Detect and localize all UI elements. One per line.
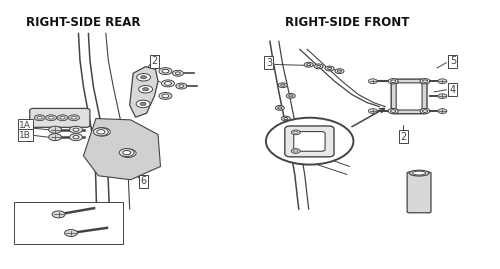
Circle shape: [422, 110, 428, 112]
Circle shape: [422, 80, 428, 83]
Text: RIGHT-SIDE REAR: RIGHT-SIDE REAR: [26, 16, 140, 29]
Circle shape: [162, 80, 174, 87]
Circle shape: [438, 79, 447, 84]
Circle shape: [46, 115, 56, 121]
Circle shape: [136, 100, 150, 108]
Circle shape: [316, 65, 320, 68]
Circle shape: [159, 68, 172, 75]
Circle shape: [162, 69, 169, 73]
Circle shape: [136, 73, 150, 81]
Circle shape: [52, 211, 65, 218]
Circle shape: [368, 79, 378, 84]
Circle shape: [420, 79, 430, 84]
Circle shape: [179, 85, 184, 87]
Circle shape: [278, 107, 282, 109]
Text: 6: 6: [140, 176, 146, 186]
Circle shape: [292, 148, 300, 153]
Circle shape: [289, 95, 293, 97]
Circle shape: [37, 116, 42, 119]
FancyBboxPatch shape: [407, 172, 431, 213]
Circle shape: [438, 94, 447, 98]
Circle shape: [119, 148, 134, 157]
Text: 4: 4: [450, 85, 456, 95]
FancyBboxPatch shape: [396, 83, 422, 110]
Polygon shape: [130, 67, 158, 117]
Circle shape: [164, 82, 172, 85]
Circle shape: [159, 93, 172, 99]
Circle shape: [94, 128, 108, 136]
Circle shape: [368, 109, 378, 114]
Circle shape: [140, 102, 146, 105]
FancyBboxPatch shape: [285, 126, 334, 157]
Circle shape: [328, 68, 332, 70]
Circle shape: [94, 128, 110, 136]
Circle shape: [420, 108, 430, 114]
Circle shape: [73, 128, 79, 131]
Circle shape: [390, 110, 396, 112]
Circle shape: [306, 64, 310, 66]
Ellipse shape: [412, 171, 426, 175]
Circle shape: [34, 115, 45, 121]
Text: 1C: 1C: [20, 207, 32, 216]
Circle shape: [176, 83, 187, 89]
Circle shape: [70, 126, 82, 133]
Circle shape: [72, 116, 76, 119]
Circle shape: [286, 94, 295, 98]
Circle shape: [162, 94, 169, 98]
Text: RIGHT-SIDE FRONT: RIGHT-SIDE FRONT: [285, 16, 409, 29]
FancyBboxPatch shape: [391, 79, 427, 114]
Circle shape: [60, 116, 65, 119]
Text: 1B: 1B: [20, 131, 31, 140]
Text: 2: 2: [152, 56, 158, 66]
Text: 1A: 1A: [20, 121, 31, 130]
Text: 1D: 1D: [20, 217, 32, 225]
Circle shape: [140, 76, 146, 79]
Circle shape: [388, 79, 398, 84]
Text: 5: 5: [450, 56, 456, 66]
Circle shape: [294, 150, 298, 152]
Ellipse shape: [409, 170, 429, 176]
Circle shape: [97, 130, 105, 134]
Circle shape: [388, 108, 398, 114]
Circle shape: [142, 88, 148, 91]
Circle shape: [124, 151, 132, 155]
Circle shape: [282, 116, 290, 121]
Circle shape: [176, 72, 180, 75]
Circle shape: [48, 116, 54, 119]
Circle shape: [338, 70, 342, 72]
Circle shape: [57, 115, 68, 121]
Circle shape: [68, 115, 80, 121]
Circle shape: [138, 86, 152, 93]
FancyBboxPatch shape: [294, 132, 325, 151]
Circle shape: [292, 130, 300, 135]
Circle shape: [122, 150, 130, 155]
Text: 3: 3: [266, 58, 272, 68]
Circle shape: [335, 69, 344, 73]
FancyBboxPatch shape: [14, 202, 123, 244]
Circle shape: [64, 229, 78, 236]
Circle shape: [390, 80, 396, 83]
Text: 2: 2: [400, 132, 406, 142]
Circle shape: [266, 118, 354, 165]
Circle shape: [172, 70, 184, 76]
Circle shape: [281, 84, 285, 86]
Circle shape: [99, 130, 106, 134]
Circle shape: [48, 126, 62, 133]
FancyBboxPatch shape: [30, 108, 90, 127]
Polygon shape: [84, 119, 160, 180]
Circle shape: [276, 105, 284, 110]
Circle shape: [294, 131, 298, 133]
Circle shape: [325, 66, 334, 71]
Circle shape: [314, 64, 323, 69]
Circle shape: [73, 136, 79, 139]
Circle shape: [48, 134, 62, 141]
Circle shape: [438, 109, 447, 114]
Circle shape: [284, 118, 288, 120]
Circle shape: [120, 149, 136, 157]
Circle shape: [70, 134, 82, 141]
Circle shape: [278, 83, 287, 88]
Circle shape: [304, 62, 313, 67]
